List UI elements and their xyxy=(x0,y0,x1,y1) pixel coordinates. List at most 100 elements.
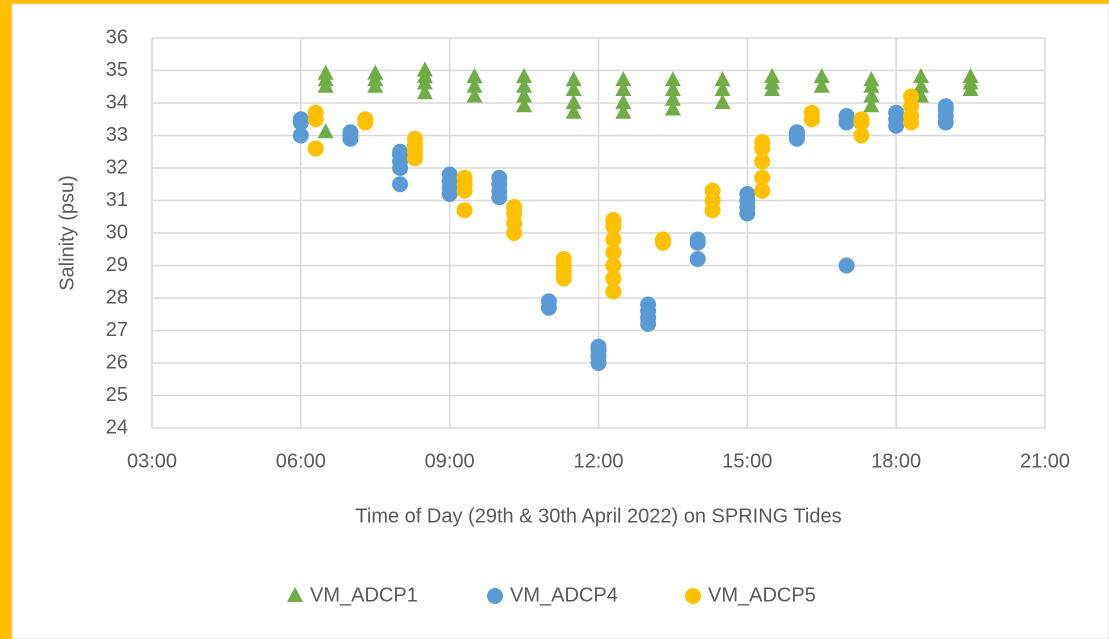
y-tick-label: 27 xyxy=(106,319,128,341)
x-tick-label: 03:00 xyxy=(127,450,177,472)
data-point xyxy=(689,251,706,267)
data-point xyxy=(565,103,582,119)
data-point xyxy=(506,199,523,215)
data-point xyxy=(803,104,820,121)
data-point xyxy=(912,77,929,93)
data-point xyxy=(788,124,805,141)
data-point xyxy=(605,231,622,248)
data-point xyxy=(466,77,483,93)
legend-marker xyxy=(487,588,503,604)
chart-background xyxy=(11,3,1109,639)
x-tick-label: 21:00 xyxy=(1020,450,1070,472)
data-point xyxy=(739,186,756,202)
data-point xyxy=(654,231,671,248)
legend-label: VM_ADCP1 xyxy=(310,584,418,606)
data-point xyxy=(342,124,359,141)
data-point xyxy=(615,71,632,87)
data-point xyxy=(516,77,533,93)
y-axis-label: Salinity (psu) xyxy=(56,175,78,291)
data-point xyxy=(516,68,533,83)
x-tick-label: 15:00 xyxy=(722,450,772,472)
data-point xyxy=(640,296,657,313)
y-tick-label: 25 xyxy=(106,384,128,406)
y-tick-label: 24 xyxy=(106,416,128,438)
y-tick-label: 33 xyxy=(106,124,128,146)
data-point xyxy=(441,166,458,183)
data-point xyxy=(292,127,309,144)
data-point xyxy=(357,111,374,128)
data-point xyxy=(912,68,929,83)
data-point xyxy=(466,68,483,83)
data-point xyxy=(605,283,622,300)
data-point xyxy=(764,68,781,83)
data-point xyxy=(664,71,681,87)
x-tick-label: 12:00 xyxy=(573,450,623,472)
data-point xyxy=(754,182,771,199)
legend-label: VM_ADCP4 xyxy=(510,584,618,606)
data-point xyxy=(615,103,632,119)
data-point xyxy=(937,98,954,115)
data-point xyxy=(392,176,409,193)
data-point xyxy=(555,251,572,267)
data-point xyxy=(615,81,632,96)
data-point xyxy=(853,127,870,144)
y-tick-label: 35 xyxy=(106,59,128,81)
data-point xyxy=(317,123,334,139)
data-point xyxy=(813,68,830,83)
x-axis-label: Time of Day (29th & 30th April 2022) on … xyxy=(355,505,841,527)
data-point xyxy=(317,64,334,80)
legend-label: VM_ADCP5 xyxy=(708,584,816,606)
data-point xyxy=(590,338,607,355)
data-point xyxy=(664,90,681,106)
y-tick-label: 36 xyxy=(106,26,128,48)
data-point xyxy=(565,94,582,109)
data-point xyxy=(853,111,870,128)
data-point xyxy=(516,97,533,113)
y-tick-label: 32 xyxy=(106,156,128,178)
data-point xyxy=(754,153,771,170)
data-point xyxy=(863,71,880,87)
data-point xyxy=(754,169,771,186)
y-tick-label: 28 xyxy=(106,286,128,308)
data-point xyxy=(456,202,473,219)
legend-marker xyxy=(685,588,701,604)
data-point xyxy=(714,81,731,96)
data-point xyxy=(406,130,423,147)
data-point xyxy=(714,71,731,87)
x-tick-label: 18:00 xyxy=(871,450,921,472)
data-point xyxy=(605,257,622,274)
data-point xyxy=(888,104,905,121)
data-point xyxy=(367,64,384,80)
legend-marker xyxy=(287,587,303,602)
data-point xyxy=(605,244,622,261)
data-point xyxy=(615,94,632,109)
data-point xyxy=(491,169,508,186)
data-point xyxy=(307,104,324,121)
data-point xyxy=(565,71,582,87)
data-point xyxy=(456,169,473,186)
data-point xyxy=(565,81,582,96)
data-point xyxy=(605,270,622,287)
data-point xyxy=(704,182,721,199)
data-point xyxy=(516,87,533,103)
x-tick-label: 06:00 xyxy=(276,450,326,472)
data-point xyxy=(392,143,409,160)
data-point xyxy=(540,293,557,310)
data-point xyxy=(416,61,433,77)
y-tick-label: 34 xyxy=(106,91,128,113)
data-point xyxy=(664,100,681,116)
y-tick-label: 31 xyxy=(106,189,128,211)
data-point xyxy=(664,81,681,96)
x-tick-label: 09:00 xyxy=(425,450,475,472)
data-point xyxy=(605,212,622,228)
data-point xyxy=(903,88,920,105)
data-point xyxy=(754,134,771,150)
data-point xyxy=(863,97,880,113)
data-point xyxy=(838,257,855,274)
data-point xyxy=(863,87,880,103)
data-point xyxy=(689,231,706,248)
data-point xyxy=(416,84,433,100)
y-tick-label: 29 xyxy=(106,254,128,276)
y-tick-label: 30 xyxy=(106,221,128,243)
